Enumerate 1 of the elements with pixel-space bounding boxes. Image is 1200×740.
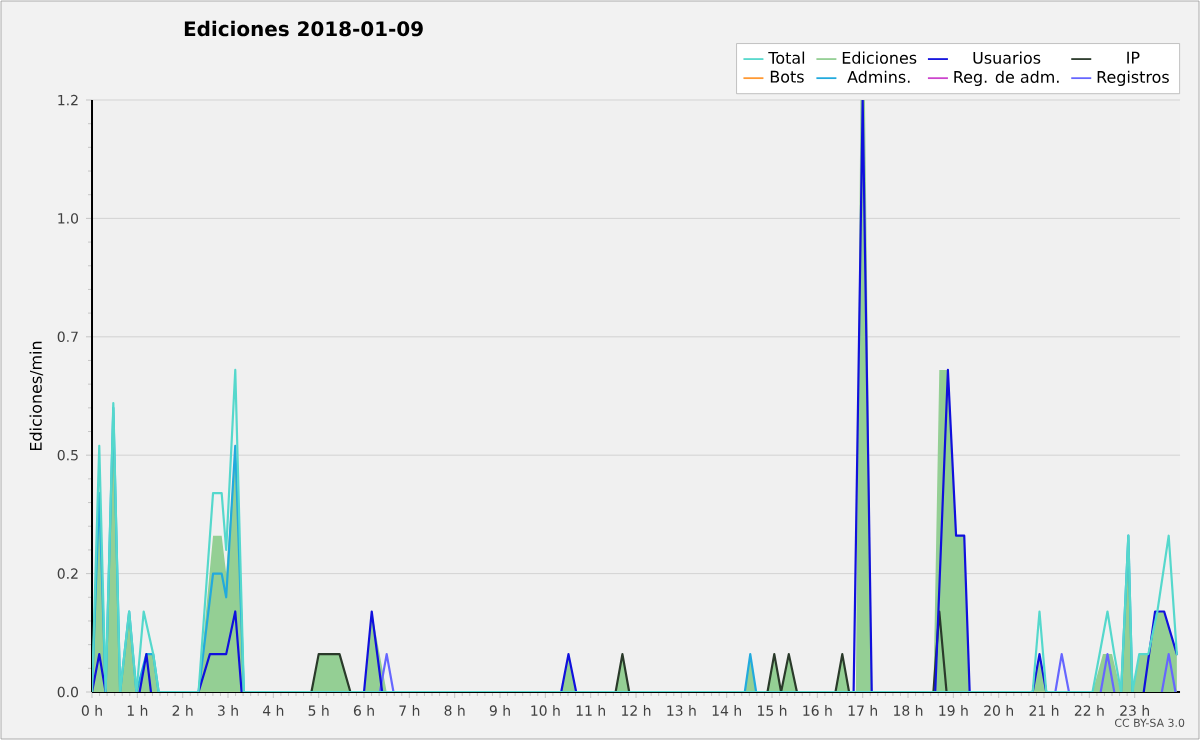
chart-title: Ediciones 2018-01-09 <box>184 20 423 37</box>
